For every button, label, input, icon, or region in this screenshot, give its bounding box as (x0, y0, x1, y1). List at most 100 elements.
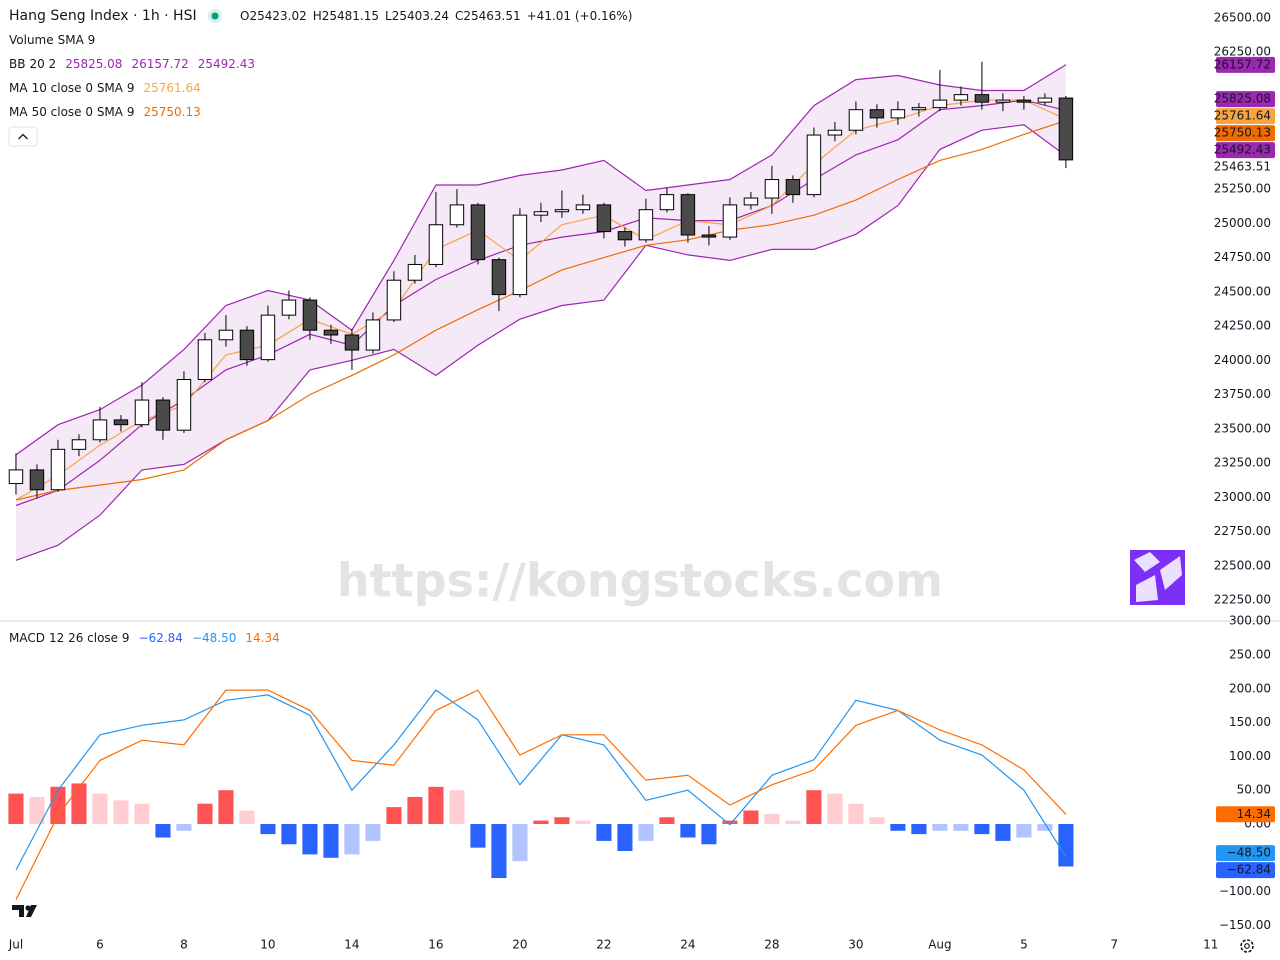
candle-body (134, 399, 150, 426)
indicator-name: Volume (9, 33, 54, 47)
price-label-text: 25492.43 (1214, 143, 1271, 157)
price-label-box (1216, 108, 1275, 125)
candle-body (575, 204, 591, 211)
candle-body (764, 179, 780, 199)
histogram-bar (533, 820, 549, 824)
gear-icon[interactable] (1244, 943, 1250, 949)
change-value: +41.01 (+0.16%) (527, 9, 633, 23)
price-label-box (1216, 56, 1275, 73)
histogram-bar (1058, 823, 1074, 867)
candle-body (1058, 97, 1074, 161)
indicator-params: 50 close 0 SMA 9 (32, 105, 135, 119)
histogram-bar (974, 823, 990, 835)
indicator-value: 25750.13 (143, 105, 200, 119)
x-tick-label: 22 (596, 938, 611, 952)
chevron-icon[interactable] (18, 133, 28, 140)
histogram-bar (428, 786, 444, 824)
indicator-value: 25492.43 (198, 57, 255, 71)
price-label-box (1216, 806, 1275, 823)
histogram-bar (785, 820, 801, 824)
collapse-button[interactable] (8, 126, 38, 147)
candle-body (869, 109, 885, 119)
logo-mark (12, 905, 24, 917)
status-dot (211, 12, 219, 20)
button-frame[interactable] (8, 126, 38, 147)
histogram-bar (365, 823, 381, 841)
watermark: https://kongstocks.com (337, 554, 943, 608)
histogram-bar (764, 813, 780, 824)
indicator-params: 12 26 close 9 (49, 631, 130, 645)
y-tick-label: 100.00 (1229, 749, 1271, 763)
y-tick-label: 300.00 (1229, 614, 1271, 628)
price-label: 25761.64 (1214, 108, 1275, 125)
watermark-logo (1130, 550, 1185, 605)
indicator-legend: MA 10 close 0 SMA 9 25761.64 (9, 81, 201, 95)
histogram-bar (260, 823, 276, 835)
histogram-bar (890, 823, 906, 831)
candle-body (323, 329, 339, 336)
histogram-bar (71, 783, 87, 824)
candle-body (722, 204, 738, 238)
price-label: 25750.13 (1214, 125, 1275, 142)
x-tick-label: 16 (428, 938, 443, 952)
histogram-bar (449, 790, 465, 824)
histogram-bar (239, 810, 255, 824)
y-tick-label: 24750.00 (1214, 250, 1271, 264)
price-label-text: 25761.64 (1214, 109, 1271, 123)
watermark-layer: https://kongstocks.com (337, 550, 1185, 608)
y-tick-label: 23250.00 (1214, 456, 1271, 470)
histogram-bar (8, 793, 24, 824)
macd-line (15, 689, 1067, 900)
histogram-bar (134, 803, 150, 824)
ohlc-letter: O (240, 9, 249, 23)
x-tick-label: 28 (764, 938, 779, 952)
candle-body (50, 448, 66, 491)
indicator-legend: MA 50 close 0 SMA 9 25750.13 (9, 105, 201, 119)
y-tick-label: 23500.00 (1214, 421, 1271, 435)
indicator-params: SMA 9 (58, 33, 96, 47)
candle-body (92, 419, 108, 441)
histogram-bar (638, 823, 654, 841)
indicator-params: 10 close 0 SMA 9 (32, 81, 135, 95)
candle-body (449, 204, 465, 226)
price-label-text: −62.84 (1227, 863, 1271, 877)
y-tick-label: −150.00 (1219, 918, 1271, 932)
histogram-bar (659, 817, 675, 824)
candle-body (554, 209, 570, 213)
indicator-params: 20 2 (29, 57, 56, 71)
candle-body (71, 439, 87, 450)
histogram-bar (701, 823, 717, 845)
histogram-bar (176, 823, 192, 831)
candle-body (281, 299, 297, 316)
indicator-value: −62.84 (139, 631, 183, 645)
candle-body (1037, 97, 1053, 103)
y-tick-label: 250.00 (1229, 647, 1271, 661)
y-tick-label: 24250.00 (1214, 319, 1271, 333)
price-label-text: 14.34 (1237, 807, 1271, 821)
indicator-name: MA (9, 81, 28, 95)
gear-icon[interactable] (1240, 939, 1254, 953)
candle-body (911, 107, 927, 111)
candle-body (827, 129, 843, 136)
bb-fill (16, 64, 1066, 561)
indicator-value: 25761.64 (143, 81, 200, 95)
histogram-bar (995, 823, 1011, 841)
histogram-bar (1037, 823, 1053, 831)
x-tick-label: 8 (180, 938, 188, 952)
candle-body (995, 99, 1011, 103)
price-label-text: 25463.51 (1214, 160, 1271, 174)
chart-title: Hang Seng Index · 1h · HSI (9, 8, 197, 24)
ohlc-letter: H (313, 9, 322, 23)
x-tick-label: 24 (680, 938, 695, 952)
candle-body (848, 109, 864, 131)
y-tick-label: 200.00 (1229, 681, 1271, 695)
logo-mark (26, 905, 37, 917)
price-labels: 26157.72 25825.08 25761.64 25750.13 25492.43… (1214, 56, 1275, 879)
candle-body (491, 259, 507, 296)
axes: Jul 6 8 10 14 16 20 22 24 28 30 Aug 5 7 11 26500.00 2625… (8, 10, 1271, 951)
histogram-bar (680, 823, 696, 838)
settings-button[interactable] (1240, 939, 1254, 953)
histogram-bar (323, 823, 339, 858)
